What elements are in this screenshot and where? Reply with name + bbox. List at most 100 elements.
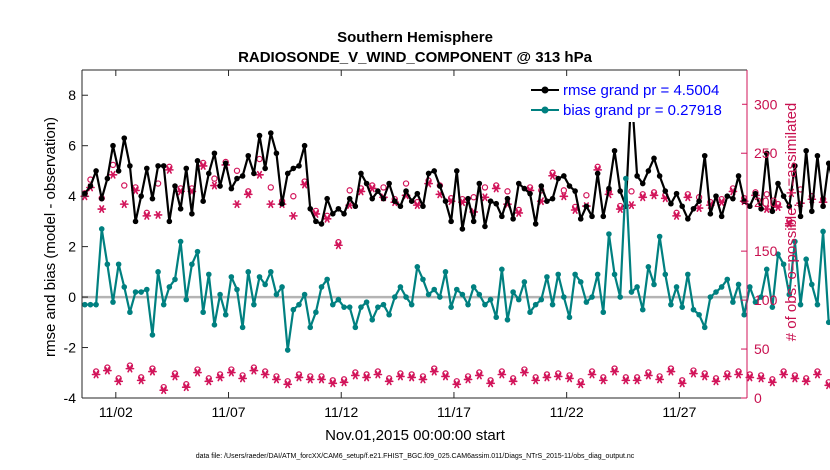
obs-possible-marker [560, 187, 568, 194]
bias-point [228, 274, 235, 280]
asterisk-stroke [155, 210, 161, 219]
obs-assimilated-marker [322, 214, 332, 223]
rmse-point [820, 203, 826, 210]
rmse-point [324, 195, 330, 202]
bias-point [577, 279, 584, 285]
asterisk-stroke [769, 378, 775, 387]
asterisk-stroke [290, 211, 296, 220]
bias-point [792, 238, 798, 245]
bias-point [532, 301, 539, 308]
rmse-point [797, 213, 804, 220]
bias-point [645, 264, 652, 270]
bias-point [707, 294, 714, 300]
rmse-point [532, 221, 539, 227]
rmse-point [155, 163, 161, 169]
bias-point [273, 291, 280, 298]
asterisk-stroke [792, 374, 798, 383]
rmse-point [256, 132, 263, 139]
bias-point [160, 301, 167, 308]
obs-assimilated-marker [238, 374, 248, 383]
rmse-point [93, 168, 99, 174]
chart-subtitle: RADIOSONDE_V_WIND_COMPONENT @ 313 hPa [238, 49, 593, 66]
obs-assimilated-marker [170, 372, 180, 381]
obs-assimilated-marker [643, 371, 653, 380]
y-tick-label: 8 [68, 87, 76, 103]
obs-assimilated-marker [666, 367, 676, 376]
rmse-point [448, 218, 454, 225]
rmse-point [476, 180, 483, 187]
obs-assimilated-marker [255, 170, 264, 179]
obs-assimilated-marker [452, 380, 462, 389]
obs-assimilated-marker [570, 206, 580, 214]
y-tick-label: -2 [64, 340, 77, 356]
rmse-point [284, 170, 291, 177]
bias-point [313, 309, 319, 316]
rmse-point [572, 188, 578, 194]
asterisk-stroke [781, 370, 787, 379]
rmse-point [296, 163, 302, 169]
bias-point [651, 281, 657, 288]
rmse-point [696, 198, 702, 204]
legend-label-rmse: rmse grand pr = 4.5004 [563, 82, 719, 99]
obs-possible-marker [763, 191, 770, 198]
y-right-tick-label: 50 [754, 341, 770, 357]
rmse-point [408, 198, 415, 204]
bias-point [431, 286, 438, 293]
bias-point [752, 299, 759, 305]
bias-point [769, 304, 776, 310]
obs-assimilated-marker [548, 171, 557, 180]
asterisk-stroke [172, 372, 178, 381]
bias-point [679, 304, 685, 310]
rmse-point [611, 147, 618, 154]
rmse-point [555, 175, 562, 182]
asterisk-stroke [482, 193, 488, 202]
asterisk-stroke [668, 367, 674, 376]
asterisk-stroke [611, 367, 618, 376]
obs-possible-marker [121, 182, 128, 189]
bias-point [115, 261, 122, 268]
obs-assimilated-marker [328, 379, 338, 388]
obs-assimilated-marker [610, 367, 619, 376]
bias-point [104, 261, 111, 268]
bias-point [499, 266, 505, 273]
bias-point [217, 291, 223, 298]
obs-assimilated-marker [519, 368, 529, 377]
obs-assimilated-marker [683, 193, 693, 202]
obs-assimilated-marker [722, 372, 732, 381]
legend: rmse grand pr = 4.5004 bias grand pr = 0… [526, 80, 742, 122]
rmse-point [403, 188, 409, 194]
y-tick-label: 6 [68, 138, 76, 154]
asterisk-stroke [302, 180, 308, 189]
rmse-point [741, 198, 747, 204]
rmse-point [544, 198, 550, 204]
obs-assimilated-marker [181, 383, 191, 392]
rmse-line [83, 89, 830, 231]
obs-assimilated-marker [508, 377, 518, 386]
asterisk-stroke [211, 181, 218, 190]
bias-point [391, 294, 398, 300]
asterisk-stroke [189, 187, 195, 196]
rmse-point [222, 160, 229, 167]
asterisk-stroke [673, 211, 680, 220]
bias-point [301, 291, 308, 298]
asterisk-stroke [347, 201, 353, 210]
asterisk-stroke [702, 372, 708, 381]
obs-assimilated-marker [784, 219, 794, 228]
obs-assimilated-marker [565, 374, 574, 383]
obs-assimilated-marker [210, 181, 219, 190]
x-tick-label: 11/07 [212, 404, 246, 420]
bias-point [600, 309, 607, 316]
rmse-point [251, 170, 257, 177]
rmse-point [504, 195, 511, 202]
asterisk-stroke [634, 376, 640, 385]
bias-point [510, 289, 516, 295]
asterisk-stroke [110, 170, 116, 179]
rmse-point [375, 188, 381, 194]
obs-assimilated-marker [514, 209, 524, 217]
obs-assimilated-marker [367, 184, 377, 193]
obs-assimilated-marker [486, 379, 495, 388]
bias-point [639, 306, 646, 313]
bias-point [809, 281, 815, 288]
asterisk-stroke [144, 211, 150, 220]
